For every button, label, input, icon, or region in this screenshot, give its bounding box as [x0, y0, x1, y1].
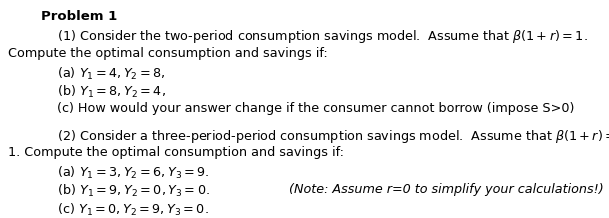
- Text: (c) $Y_1 = 0, Y_2 = 9, Y_3 = 0.$: (c) $Y_1 = 0, Y_2 = 9, Y_3 = 0.$: [41, 202, 209, 218]
- Text: (a) $Y_1 = 4, Y_2 = 8,$: (a) $Y_1 = 4, Y_2 = 8,$: [41, 65, 166, 82]
- Text: (b) $Y_1 = 9, Y_2 = 0, Y_3 = 0.$: (b) $Y_1 = 9, Y_2 = 0, Y_3 = 0.$: [41, 183, 210, 199]
- Text: (Note: Assume r=0 to simplify your calculations!): (Note: Assume r=0 to simplify your calcu…: [289, 183, 604, 196]
- Text: (2) Consider a three-period-period consumption savings model.  Assume that $\bet: (2) Consider a three-period-period consu…: [41, 128, 609, 145]
- Text: (a) $Y_1 = 3, Y_2 = 6, Y_3 = 9.$: (a) $Y_1 = 3, Y_2 = 6, Y_3 = 9.$: [41, 165, 210, 181]
- Text: (c) How would your answer change if the consumer cannot borrow (impose S>0): (c) How would your answer change if the …: [41, 102, 575, 116]
- Text: Compute the optimal consumption and savings if:: Compute the optimal consumption and savi…: [8, 47, 328, 60]
- Text: Problem 1: Problem 1: [41, 10, 118, 23]
- Text: (1) Consider the two-period consumption savings model.  Assume that $\beta(1 + r: (1) Consider the two-period consumption …: [41, 28, 588, 45]
- Text: 1. Compute the optimal consumption and savings if:: 1. Compute the optimal consumption and s…: [8, 146, 344, 159]
- Text: (b) $Y_1 = 8, Y_2 = 4,$: (b) $Y_1 = 8, Y_2 = 4,$: [41, 84, 166, 100]
